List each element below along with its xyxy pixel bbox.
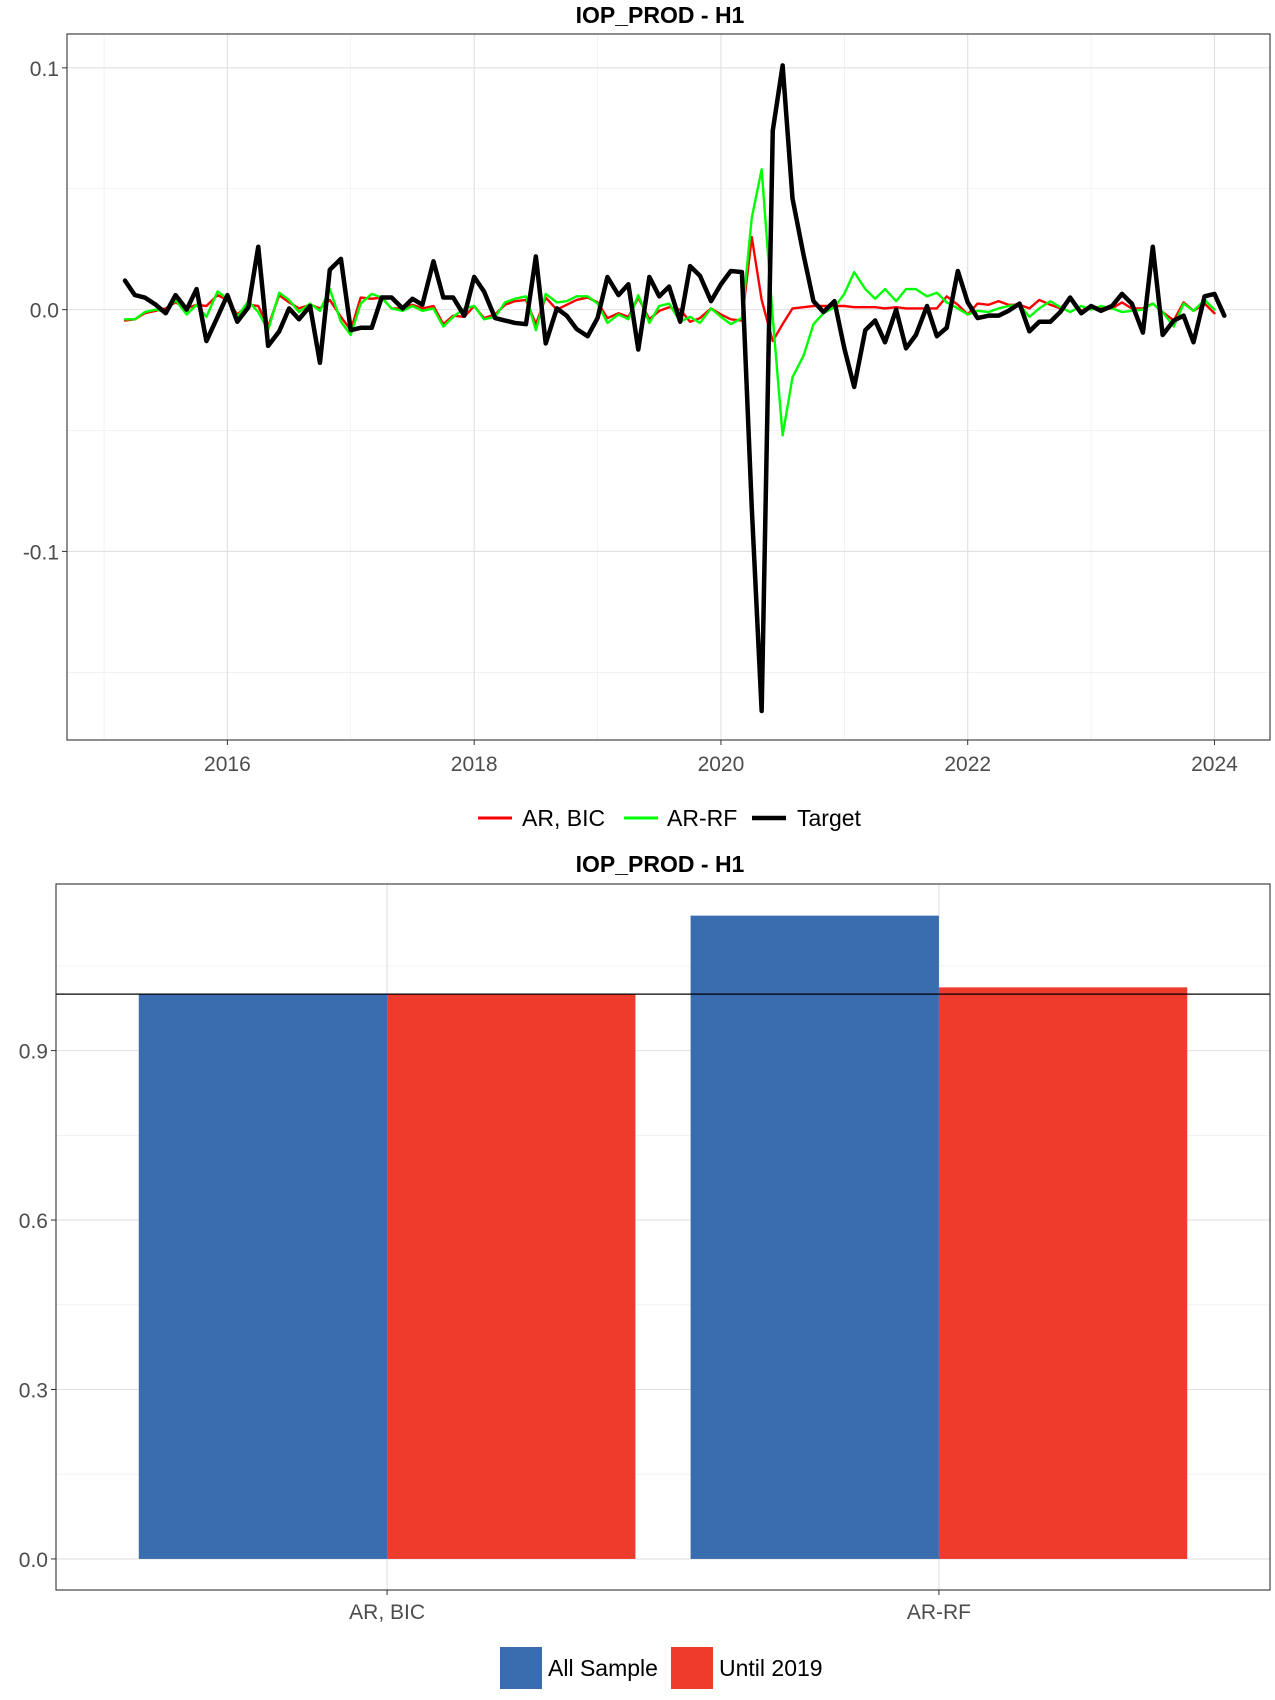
bar-chart-title: IOP_PROD - H1 [576, 851, 745, 877]
y-tick-label: 0.1 [30, 58, 59, 81]
legend-label-until-2019: Until 2019 [719, 1655, 823, 1681]
x-tick-label: 2024 [1191, 753, 1238, 776]
line-chart: -0.1 0.0 0.1 2016 2018 2020 2022 2024 IOP_PROD… [23, 2, 1271, 831]
bar-chart-x-axis: AR, BIC AR-RF [349, 1590, 971, 1624]
bar-chart-legend: All Sample Until 2019 [500, 1647, 823, 1689]
legend-swatch-until-2019 [671, 1647, 713, 1689]
legend-label-ar-bic: AR, BIC [522, 805, 605, 831]
bar-chart: 0.00.30.60.9 AR, BIC AR-RF IOP_PROD - H1 … [19, 851, 1271, 1689]
bar-chart-y-axis: 0.0 0.3 0.6 0.9 [19, 1041, 56, 1572]
y-tick-label: 0.9 [19, 1041, 48, 1064]
x-tick-label: 2022 [944, 753, 991, 776]
series-line-ar-rf [123, 168, 1216, 437]
line-chart-gridlines [67, 34, 1270, 740]
x-tick-label: 2020 [698, 753, 745, 776]
line-chart-legend: AR, BIC AR-RF Target [478, 805, 862, 831]
y-tick-label: 0.0 [30, 300, 59, 323]
legend-label-all-sample: All Sample [548, 1655, 658, 1681]
line-chart-panel [67, 34, 1270, 740]
x-tick-label: AR-RF [907, 1601, 971, 1624]
y-tick-label: 0.6 [19, 1210, 48, 1233]
bar-all-sample-ar-rf [690, 915, 939, 1559]
x-tick-label: AR, BIC [349, 1601, 425, 1624]
bar-chart-bars [138, 915, 1188, 1559]
line-chart-series [122, 63, 1227, 714]
line-chart-y-axis: -0.1 0.0 0.1 [23, 58, 67, 564]
bar-until-2019-ar-rf [938, 987, 1188, 1559]
y-tick-label: 0.0 [19, 1549, 48, 1572]
x-tick-label: 2016 [204, 753, 251, 776]
bar-until-2019-ar-bic [387, 994, 636, 1559]
line-chart-title: IOP_PROD - H1 [576, 2, 745, 28]
line-chart-border [66, 33, 1271, 741]
series-line-target [122, 63, 1227, 714]
legend-label-ar-rf: AR-RF [667, 805, 737, 831]
legend-label-target: Target [797, 805, 862, 831]
x-tick-label: 2018 [451, 753, 498, 776]
y-tick-label: -0.1 [23, 541, 59, 564]
bar-all-sample-ar-bic [138, 994, 388, 1559]
y-tick-label: 0.3 [19, 1379, 48, 1402]
bar-chart-border [55, 883, 1271, 1591]
line-chart-x-axis: 2016 2018 2020 2022 2024 [204, 740, 1238, 776]
legend-swatch-all-sample [500, 1647, 542, 1689]
